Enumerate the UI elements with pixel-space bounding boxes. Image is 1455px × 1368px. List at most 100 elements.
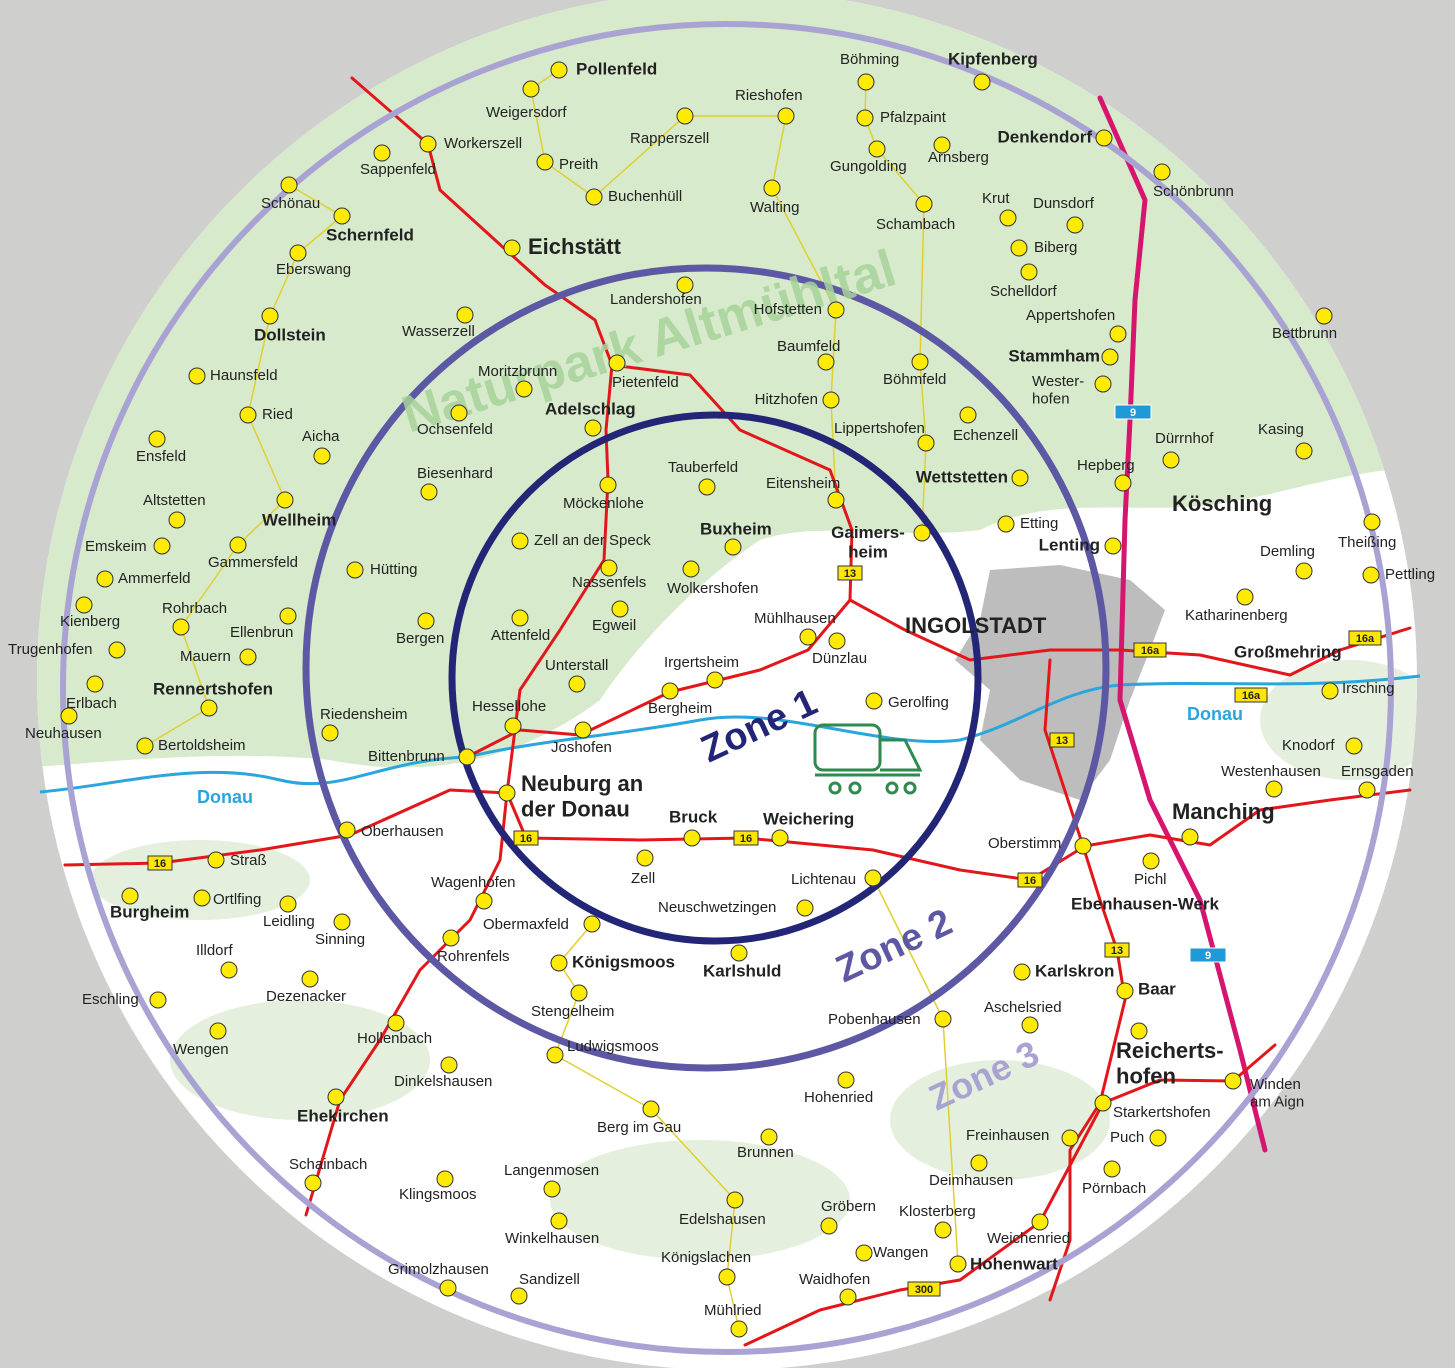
place-dot: [210, 1023, 226, 1039]
place-label: Gungolding: [830, 158, 907, 175]
place-label: Pollenfeld: [576, 59, 657, 78]
place-label: Hessellohe: [472, 698, 546, 715]
place-label: Böhmfeld: [883, 371, 946, 388]
place-dot: [305, 1175, 321, 1191]
place-label: Lippertshofen: [834, 420, 925, 437]
place-label: Wasserzell: [402, 323, 475, 340]
place-dot: [420, 136, 436, 152]
place-label: Sandizell: [519, 1271, 580, 1288]
place-dot: [731, 945, 747, 961]
place-label: Pobenhausen: [828, 1011, 921, 1028]
place-label: Bergen: [396, 630, 444, 647]
place-dot: [230, 537, 246, 553]
place-dot: [173, 619, 189, 635]
place-label: Bettbrunn: [1272, 325, 1337, 342]
place-dot: [150, 992, 166, 1008]
place-label: Illdorf: [196, 942, 234, 959]
place-dot: [584, 916, 600, 932]
road-number: 16: [154, 858, 166, 870]
place-label: Egweil: [592, 617, 636, 634]
place-dot: [818, 354, 834, 370]
place-dot: [441, 1057, 457, 1073]
place-dot: [1154, 164, 1170, 180]
place-label: Schainbach: [289, 1156, 367, 1173]
place-label: Rennertshofen: [153, 679, 273, 698]
place-dot: [828, 302, 844, 318]
place-dot: [838, 1072, 854, 1088]
place-dot: [912, 354, 928, 370]
place-dot: [643, 1101, 659, 1117]
place-label: Ehekirchen: [297, 1106, 389, 1125]
place-dot: [571, 985, 587, 1001]
place-label: Weichenried: [987, 1230, 1070, 1247]
place-dot: [1163, 452, 1179, 468]
place-label: Burgheim: [110, 902, 189, 921]
place-dot: [551, 955, 567, 971]
place-dot: [537, 154, 553, 170]
place-dot: [512, 533, 528, 549]
place-dot: [1022, 1017, 1038, 1033]
place-label: Bergheim: [648, 700, 712, 717]
place-dot: [1266, 781, 1282, 797]
place-dot: [1363, 567, 1379, 583]
place-dot: [61, 708, 77, 724]
place-dot: [725, 539, 741, 555]
place-dot: [1014, 964, 1030, 980]
place-label: Bruck: [669, 807, 718, 826]
place-dot: [1346, 738, 1362, 754]
place-label: Königsmoos: [572, 952, 675, 971]
place-dot: [935, 1222, 951, 1238]
place-label: Wettstetten: [916, 467, 1008, 486]
place-dot: [374, 145, 390, 161]
place-dot: [1131, 1023, 1147, 1039]
place-label: Schernfeld: [326, 225, 414, 244]
place-label: Pörnbach: [1082, 1180, 1146, 1197]
place-dot: [262, 308, 278, 324]
road-number: 16a: [1141, 645, 1160, 657]
place-dot: [97, 571, 113, 587]
place-label: Gammersfeld: [208, 554, 298, 571]
place-dot: [208, 852, 224, 868]
place-label: Freinhausen: [966, 1127, 1049, 1144]
place-dot: [328, 1089, 344, 1105]
place-dot: [109, 642, 125, 658]
place-label: Karlskron: [1035, 961, 1114, 980]
place-label: Lichtenau: [791, 871, 856, 888]
place-label: Schönau: [261, 195, 320, 212]
place-label: Aicha: [302, 428, 340, 445]
place-label: Mühlhausen: [754, 610, 836, 627]
place-label: Zell: [631, 870, 655, 887]
place-label: Eberswang: [276, 261, 351, 278]
place-dot: [1102, 349, 1118, 365]
place-dot: [1062, 1130, 1078, 1146]
place-dot: [585, 420, 601, 436]
place-label: Ebenhausen-Werk: [1071, 894, 1220, 913]
place-label: Wagenhofen: [431, 874, 516, 891]
place-dot: [1104, 1161, 1120, 1177]
place-dot: [1011, 240, 1027, 256]
place-dot: [476, 893, 492, 909]
place-dot: [1150, 1130, 1166, 1146]
place-label: Pichl: [1134, 871, 1167, 888]
place-dot: [1012, 470, 1028, 486]
place-label: Sinning: [315, 931, 365, 948]
place-dot: [1364, 514, 1380, 530]
place-label: Edelshausen: [679, 1211, 766, 1228]
place-label: Klosterberg: [899, 1203, 976, 1220]
city-label: INGOLSTADT: [905, 613, 1047, 638]
place-label: Berg im Gau: [597, 1119, 681, 1136]
place-dot: [1182, 829, 1198, 845]
place-dot: [457, 307, 473, 323]
place-dot: [609, 355, 625, 371]
place-dot: [76, 597, 92, 613]
place-dot: [914, 525, 930, 541]
place-dot: [865, 870, 881, 886]
place-label: Biberg: [1034, 239, 1077, 256]
place-label: Neuschwetzingen: [658, 899, 776, 916]
place-dot: [547, 1047, 563, 1063]
place-label: Eichstätt: [528, 234, 622, 259]
place-dot: [189, 368, 205, 384]
place-dot: [683, 561, 699, 577]
place-dot: [1225, 1073, 1241, 1089]
place-dot: [866, 693, 882, 709]
